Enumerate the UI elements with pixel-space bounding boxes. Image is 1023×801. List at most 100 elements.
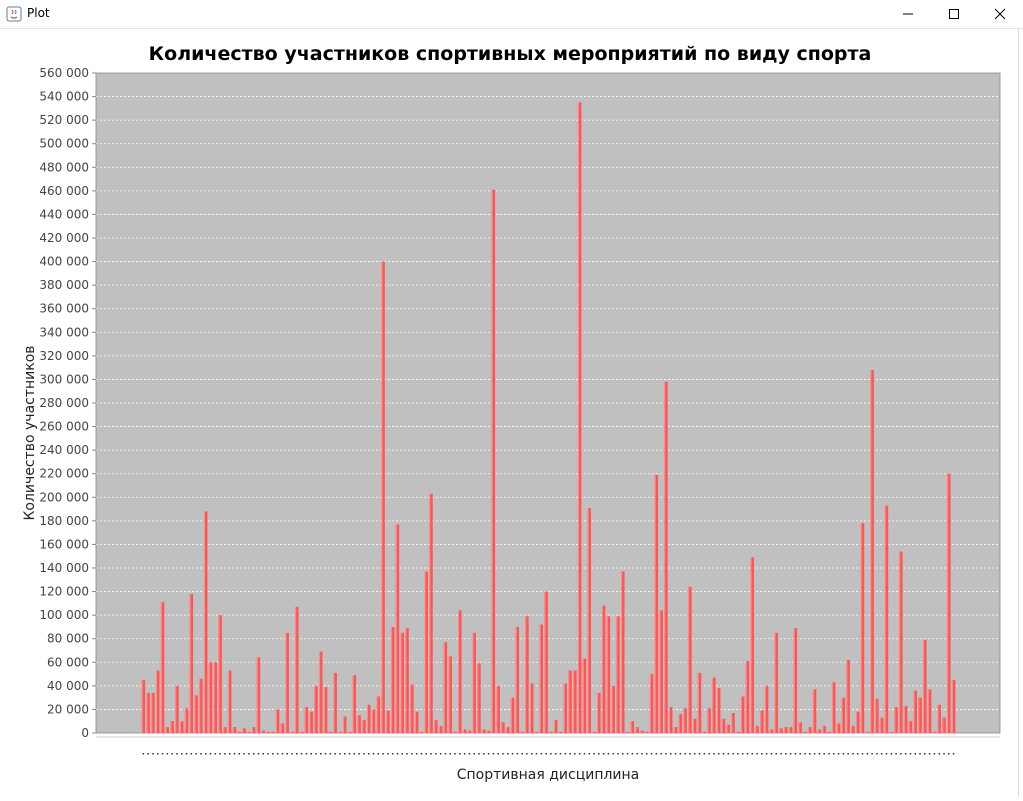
- x-tick-dot: [224, 753, 226, 755]
- bar: [376, 696, 381, 733]
- bar-highlight: [692, 718, 695, 733]
- x-tick-dot: [871, 753, 873, 755]
- x-axis-category-ticks: [142, 753, 955, 755]
- bar-highlight: [736, 731, 738, 733]
- bar: [630, 721, 635, 733]
- bar: [410, 684, 414, 733]
- bar-highlight: [822, 725, 824, 733]
- x-tick-dot: [626, 753, 629, 755]
- bar: [889, 731, 893, 733]
- x-tick-dot: [535, 753, 538, 755]
- bar: [400, 632, 404, 733]
- bar-highlight: [429, 493, 431, 733]
- gridlines: [96, 96, 1000, 710]
- x-tick-dot: [866, 753, 869, 755]
- bar-highlight: [855, 711, 858, 733]
- y-tick-label: 220 000: [39, 467, 89, 481]
- bar: [362, 720, 366, 733]
- bar: [357, 715, 361, 733]
- bar-highlight: [319, 651, 321, 733]
- window-titlebar: Plot: [0, 0, 1023, 29]
- x-tick-dot: [741, 753, 744, 755]
- x-tick-dot: [761, 753, 763, 755]
- x-tick-dot: [171, 753, 173, 755]
- close-button[interactable]: [977, 0, 1023, 28]
- bar: [793, 628, 798, 733]
- bar: [295, 606, 299, 733]
- x-tick-dot: [914, 753, 916, 755]
- x-tick-dot: [641, 753, 643, 755]
- bar-highlight: [362, 720, 364, 733]
- bar-highlight: [798, 722, 800, 733]
- x-tick-dot: [708, 753, 710, 755]
- bar: [817, 729, 822, 733]
- x-tick-dot: [204, 753, 207, 755]
- window-title: Plot: [27, 6, 50, 20]
- bar: [568, 670, 572, 733]
- bar: [266, 731, 270, 733]
- bar: [165, 727, 170, 733]
- bar-highlight: [654, 474, 656, 733]
- bar-highlight: [539, 624, 541, 733]
- bar-highlight: [836, 723, 838, 733]
- bar-highlight: [304, 707, 306, 733]
- bar: [798, 722, 802, 733]
- bar-highlight: [285, 632, 287, 733]
- x-tick-dot: [291, 753, 293, 755]
- bar-highlight: [664, 381, 666, 733]
- bar-highlight: [865, 731, 867, 733]
- bar: [419, 731, 424, 733]
- bar-highlight: [927, 689, 929, 733]
- bar: [903, 705, 908, 733]
- bar-highlight: [879, 717, 882, 733]
- bar: [386, 710, 390, 733]
- bar: [232, 727, 237, 733]
- x-tick-dot: [856, 753, 859, 755]
- bar: [194, 695, 198, 733]
- maximize-button[interactable]: [931, 0, 977, 28]
- x-tick-dot: [660, 753, 662, 755]
- bar-highlight: [788, 727, 790, 733]
- y-tick-label: 280 000: [39, 396, 89, 410]
- bar-highlight: [266, 731, 268, 733]
- bar: [366, 704, 371, 733]
- bar-highlight: [395, 524, 397, 733]
- bar: [760, 710, 764, 733]
- bar-highlight: [793, 628, 795, 733]
- x-tick-dot: [852, 753, 854, 755]
- chart-panel: Количество участников спортивных меропри…: [0, 29, 1023, 797]
- x-tick-dot: [684, 753, 686, 755]
- bar-highlight: [721, 718, 723, 733]
- x-tick-dot: [281, 753, 284, 755]
- x-tick-dot: [315, 753, 317, 755]
- bar-highlight: [419, 731, 421, 733]
- bar-highlight: [271, 731, 273, 733]
- java-coffee-icon: [6, 6, 22, 22]
- bar: [688, 586, 692, 733]
- x-tick-dot: [823, 753, 825, 755]
- bar-highlight: [242, 728, 244, 733]
- bar-highlight: [803, 731, 805, 733]
- bar-highlight: [213, 662, 215, 733]
- minimize-button[interactable]: [885, 0, 931, 28]
- bar-highlight: [563, 683, 565, 733]
- x-tick-dot: [415, 753, 418, 755]
- bar-highlight: [923, 639, 925, 733]
- bar-highlight: [899, 551, 901, 733]
- bar-highlight: [333, 672, 335, 733]
- bar: [285, 632, 289, 733]
- bar-highlight: [232, 727, 234, 733]
- bar-highlight: [740, 696, 742, 733]
- bar-chart: Количество участников спортивных меропри…: [22, 43, 1001, 783]
- x-tick-dot: [219, 753, 221, 755]
- bar: [855, 711, 860, 733]
- bar: [352, 675, 357, 733]
- bar-highlight: [506, 727, 508, 733]
- bar-highlight: [832, 682, 834, 733]
- bar-highlight: [846, 659, 848, 733]
- x-tick-dot: [775, 753, 777, 755]
- bar: [472, 632, 476, 733]
- bar: [673, 727, 678, 733]
- bar: [290, 731, 294, 733]
- y-tick-label: 260 000: [39, 420, 89, 434]
